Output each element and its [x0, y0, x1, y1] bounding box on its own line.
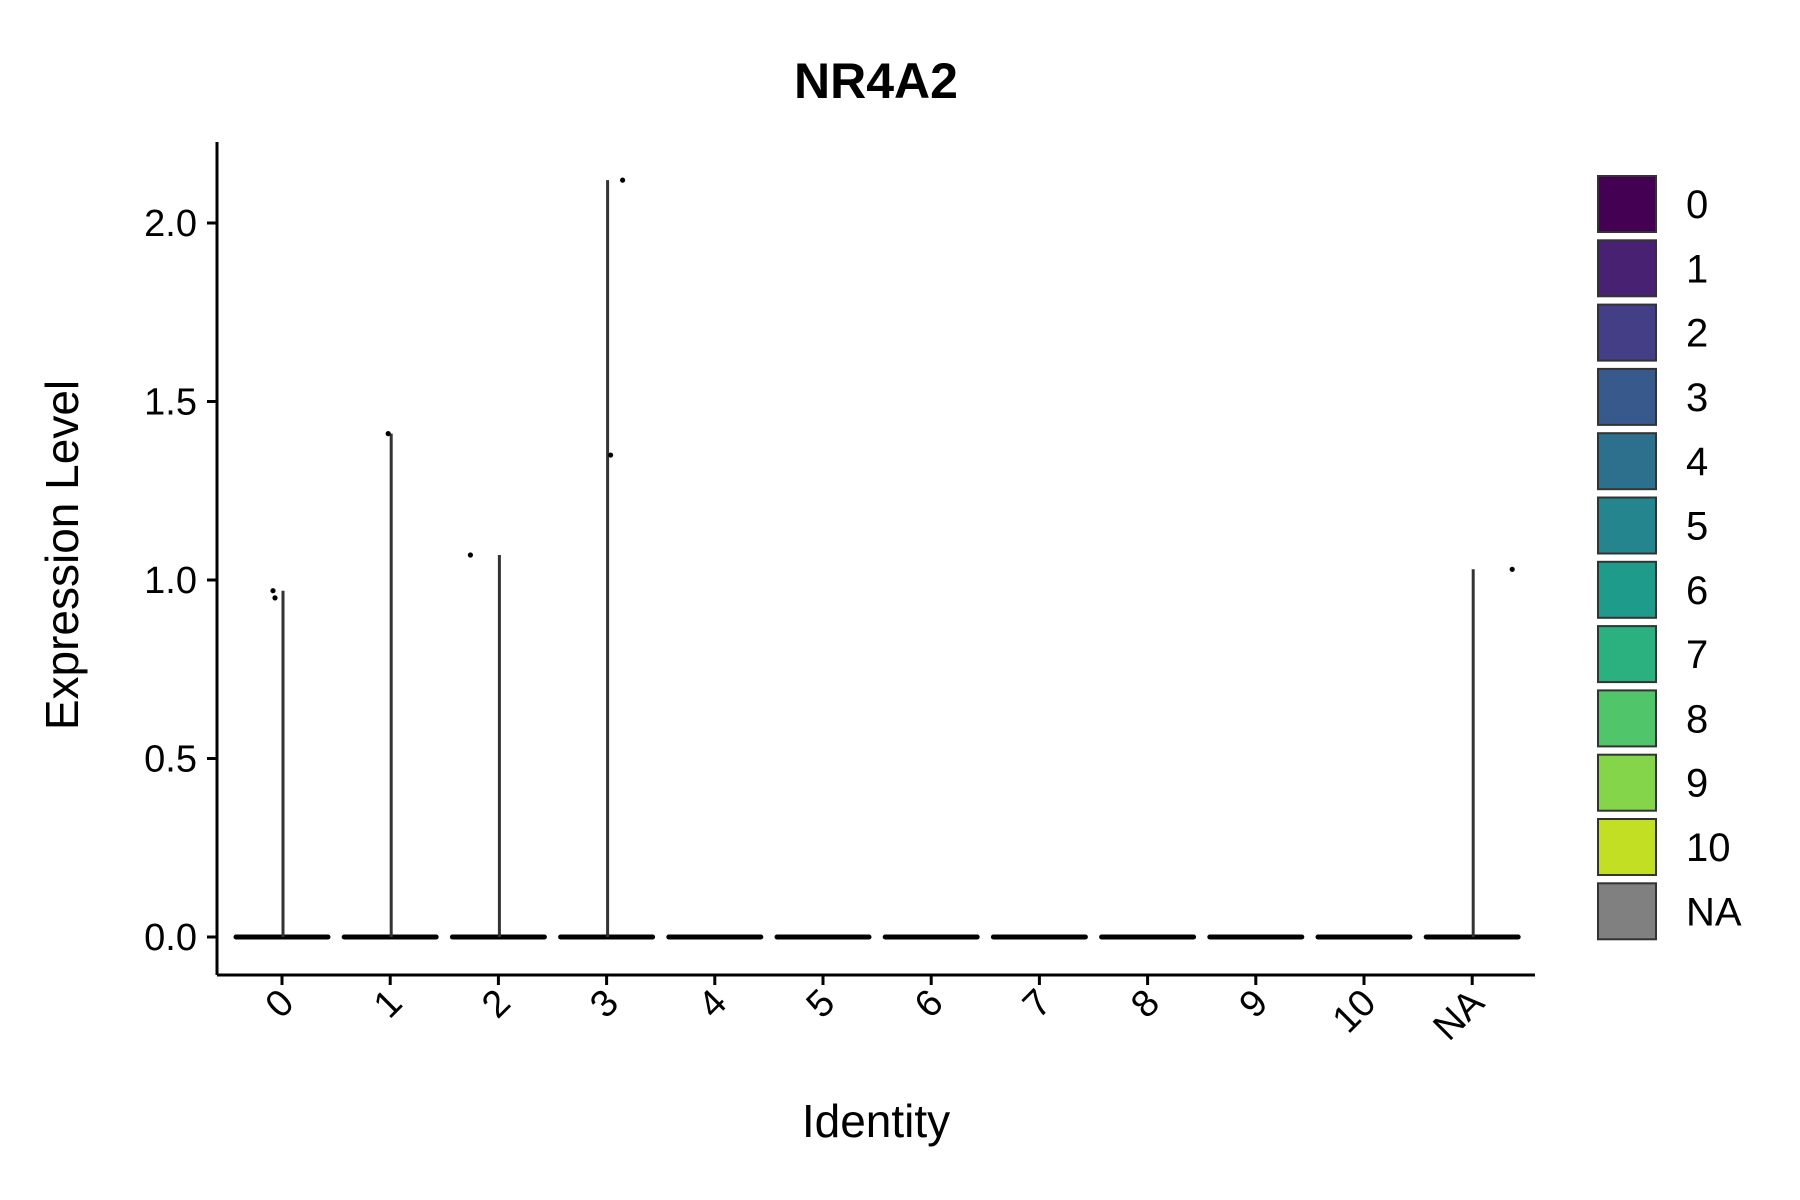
legend-swatch — [1597, 818, 1657, 876]
legend-label: 5 — [1686, 505, 1708, 549]
legend-swatch — [1597, 753, 1657, 812]
y-axis-title: Expression Level — [36, 380, 88, 730]
x-tick-label: 5 — [799, 982, 844, 1027]
legend-label: 2 — [1686, 312, 1708, 356]
outlier-point — [1509, 566, 1515, 572]
legend-swatch — [1597, 560, 1657, 619]
legend-swatch — [1597, 625, 1657, 684]
legend-label: 8 — [1686, 697, 1708, 741]
x-tick-label: 1 — [366, 982, 411, 1027]
legend-swatch — [1597, 303, 1657, 362]
y-tick-label: 0.5 — [144, 739, 197, 781]
legend-label: NA — [1686, 890, 1742, 934]
legend-swatch — [1597, 689, 1657, 748]
legend-label: 4 — [1686, 440, 1708, 484]
x-axis-title: Identity — [802, 1095, 950, 1147]
outlier-point — [272, 595, 278, 601]
legend-label: 3 — [1686, 376, 1708, 420]
legend-label: 9 — [1686, 762, 1708, 806]
y-tick-label: 0.0 — [144, 917, 197, 959]
outlier-point — [608, 452, 614, 458]
legend-label: 0 — [1686, 183, 1708, 227]
legend-label: 1 — [1686, 247, 1708, 291]
legend-swatch — [1597, 367, 1657, 426]
x-tick-label: 0 — [258, 982, 303, 1027]
outlier-point — [270, 588, 276, 594]
x-axis: 0 1 2 3 4 5 6 7 8 9 10 NA — [217, 973, 1535, 1049]
x-tick-label: 6 — [907, 982, 952, 1027]
x-tick-label: NA — [1426, 981, 1493, 1048]
x-tick-label: 7 — [1015, 982, 1060, 1027]
legend-label: 7 — [1686, 633, 1708, 677]
y-tick-label: 1.0 — [144, 560, 197, 602]
y-axis: 0.0 0.5 1.0 1.5 2.0 — [144, 142, 219, 975]
outlier-point — [467, 552, 473, 558]
legend-swatch — [1597, 432, 1657, 491]
legend-swatch — [1597, 882, 1657, 941]
outlier-point — [385, 431, 391, 437]
legend-swatch — [1597, 175, 1657, 233]
x-tick-label: 8 — [1123, 982, 1168, 1027]
plot-area — [233, 177, 1521, 940]
legend-label: 10 — [1686, 826, 1731, 870]
y-tick-label: 1.5 — [144, 382, 197, 424]
x-tick-label: 2 — [474, 982, 519, 1027]
y-tick-label: 2.0 — [144, 203, 197, 245]
legend-swatch — [1597, 239, 1657, 298]
x-tick-label: 9 — [1232, 982, 1277, 1027]
x-tick-label: 4 — [691, 982, 736, 1027]
x-tick-label: 10 — [1325, 982, 1385, 1042]
legend-swatch — [1597, 496, 1657, 555]
legend: 0 1 2 3 4 5 6 7 8 9 10 NA — [1597, 175, 1742, 941]
chart-title: NR4A2 — [794, 53, 958, 109]
x-tick-label: 3 — [582, 982, 627, 1027]
outlier-point — [620, 177, 626, 183]
legend-label: 6 — [1686, 569, 1708, 613]
